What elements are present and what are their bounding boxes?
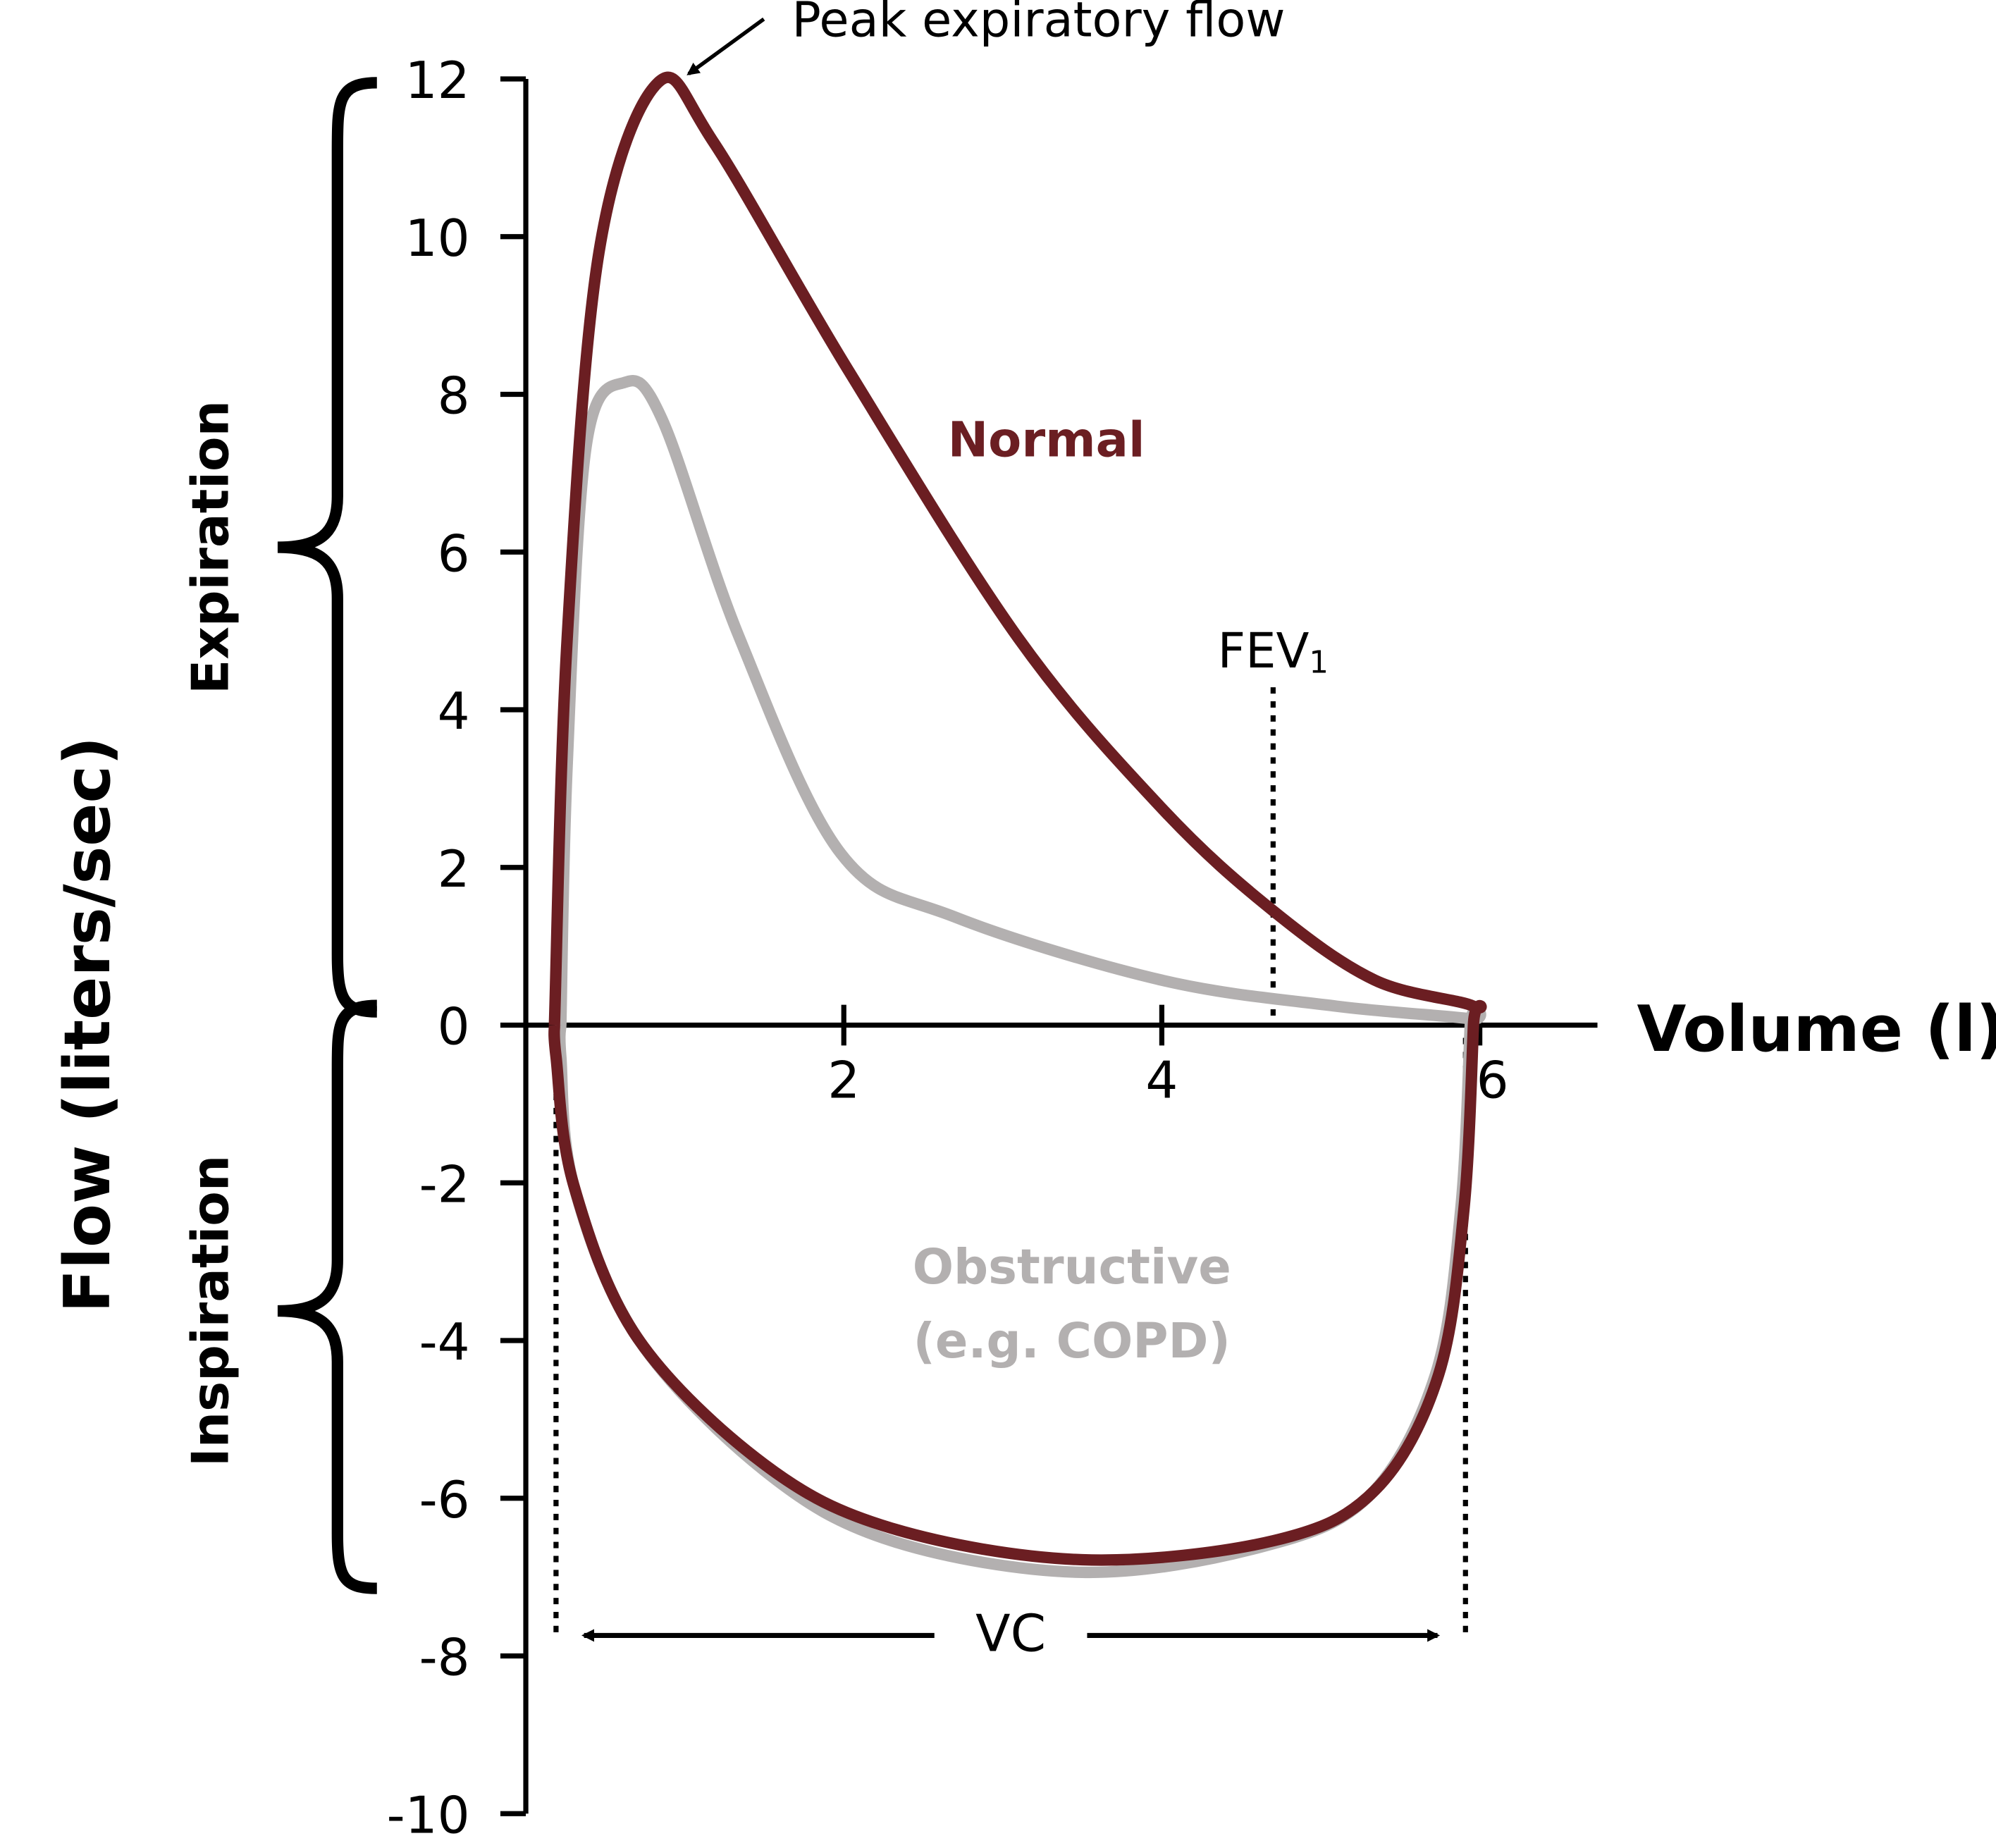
fev1-label: FEV1 — [1218, 623, 1329, 680]
y-axis-title: Flow (liters/sec) — [51, 737, 125, 1313]
y-tick-label: 8 — [438, 367, 470, 426]
series-label: Obstructive (e.g. COPD) — [913, 1239, 1231, 1369]
fev1-subscript: 1 — [1309, 645, 1329, 680]
y-tick-label: 12 — [405, 51, 470, 111]
x-axis-title: Volume (l) — [1637, 992, 1996, 1066]
inspiration-brace — [277, 999, 377, 1594]
series-label-line: Obstructive — [913, 1239, 1231, 1295]
y-tick-label: -4 — [419, 1313, 470, 1372]
y-tick-label: -10 — [387, 1786, 470, 1845]
vc-label: VC — [975, 1604, 1046, 1663]
x-tick-label: 4 — [1145, 1052, 1178, 1111]
y-tick-label: -2 — [419, 1155, 470, 1214]
y-tick-label: 6 — [438, 524, 470, 584]
fev1-text: FEV — [1218, 623, 1310, 679]
y-tick-label: 4 — [438, 682, 470, 741]
inspiration-label: Inspiration — [182, 1155, 241, 1467]
expiration-brace — [277, 77, 377, 1018]
series-line — [548, 71, 1487, 1566]
series-line — [554, 375, 1486, 1579]
y-tick-label: -8 — [419, 1629, 470, 1688]
series-label-line: (e.g. COPD) — [913, 1313, 1231, 1369]
x-tick-label: 6 — [1477, 1052, 1509, 1111]
y-tick-label: 0 — [438, 998, 470, 1057]
y-tick-label: -6 — [419, 1471, 470, 1530]
y-tick-label: 2 — [438, 840, 470, 899]
series-label: Normal — [948, 412, 1145, 468]
peak-label: Peak expiratory flow — [791, 0, 1285, 49]
x-tick-label: 2 — [827, 1052, 860, 1111]
expiration-label: Expiration — [182, 400, 241, 694]
y-tick-label: 10 — [405, 209, 470, 269]
peak-arrow — [686, 17, 765, 75]
plot: -10 -8 -6 -4 -2 0 2 4 6 8 10 12 2 4 6 FEV1 VC Normal Obstr… — [387, 51, 1598, 1845]
